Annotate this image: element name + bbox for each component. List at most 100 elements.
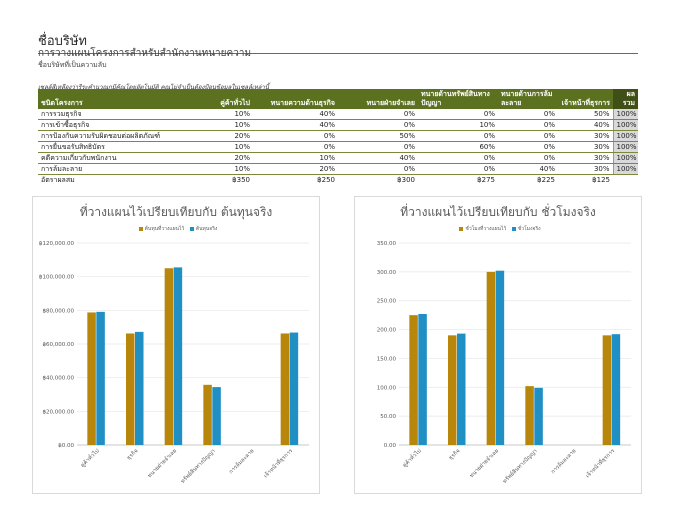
allocation-cell[interactable]: 0% <box>338 163 418 175</box>
allocation-cell[interactable]: 10% <box>178 163 253 175</box>
allocation-cell[interactable]: 10% <box>178 141 253 153</box>
bar-actual[interactable] <box>611 334 621 445</box>
legend-swatch-actual <box>511 226 516 231</box>
allocation-cell[interactable]: 0% <box>418 130 498 142</box>
allocation-cell[interactable]: 0% <box>418 163 498 175</box>
rate-cell[interactable]: ฿350 <box>232 176 250 184</box>
bar-planned[interactable] <box>409 315 418 445</box>
allocation-cell[interactable]: 0% <box>338 119 418 131</box>
project-type-cell[interactable]: คดีความเกี่ยวกับพนักงาน <box>38 152 178 164</box>
allocation-cell[interactable]: 10% <box>178 109 253 120</box>
table-row: การป้องกันความรับผิดชอบต่อผลิตภัณฑ์ 20% 0%… <box>38 130 638 142</box>
allocation-cell[interactable]: 0% <box>418 109 498 120</box>
x-tick-label: ทรัพย์สินทางปัญญา <box>501 447 538 484</box>
bar-planned[interactable] <box>602 335 612 445</box>
column-header[interactable]: ผลรวม <box>613 89 638 109</box>
bar-planned[interactable] <box>87 312 96 445</box>
table-row: การยื่นขอรับสิทธิบัตร 10% 0% 0% 60% 0% 30% 100% <box>38 141 638 153</box>
column-header[interactable]: คู่ค้าทั่วไป <box>178 89 253 109</box>
allocation-cell[interactable]: 0% <box>498 119 558 131</box>
allocation-cell[interactable]: 40% <box>253 109 338 120</box>
allocation-cell[interactable]: 20% <box>253 163 338 175</box>
allocation-cell[interactable]: 40% <box>253 119 338 131</box>
column-header[interactable]: ทนายด้านทรัพย์สินทางปัญญา <box>418 89 498 109</box>
project-type-cell[interactable]: การรวมธุรกิจ <box>38 109 178 120</box>
bar-actual[interactable] <box>289 332 299 445</box>
allocation-cell[interactable]: 20% <box>178 152 253 164</box>
y-tick-label: 250.00 <box>377 299 397 305</box>
allocation-cell[interactable]: 30% <box>558 163 613 175</box>
bar-planned[interactable] <box>203 384 212 445</box>
column-header[interactable]: เจ้าหน้าที่ธุรการ <box>558 89 613 109</box>
allocation-cell[interactable]: 0% <box>418 152 498 164</box>
bar-planned[interactable] <box>280 333 290 445</box>
y-tick-label: ฿20,000.00 <box>43 408 75 415</box>
project-type-cell[interactable]: การป้องกันความรับผิดชอบต่อผลิตภัณฑ์ <box>38 130 178 142</box>
allocation-cell[interactable]: 0% <box>498 141 558 153</box>
allocation-cell[interactable]: 10% <box>178 119 253 131</box>
allocation-cell[interactable]: 0% <box>498 130 558 142</box>
project-type-cell[interactable]: การยื่นขอรับสิทธิบัตร <box>38 141 178 153</box>
allocation-cell[interactable]: 30% <box>558 152 613 164</box>
allocation-cell[interactable]: 0% <box>338 141 418 153</box>
bar-planned[interactable] <box>486 271 496 445</box>
bar-actual[interactable] <box>534 387 543 445</box>
bar-actual[interactable] <box>173 267 183 445</box>
column-header[interactable]: ทนายฝ่ายจำเลย <box>338 89 418 109</box>
bar-actual[interactable] <box>418 313 427 445</box>
allocation-cell[interactable]: 50% <box>558 109 613 120</box>
allocation-cell[interactable]: 0% <box>498 152 558 164</box>
table-header-row: ชนิดโครงการ คู่ค้าทั่วไป ทนายความด้านธุร… <box>38 89 638 109</box>
rate-cell[interactable]: ฿125 <box>592 176 610 184</box>
rate-cell[interactable]: ฿275 <box>477 176 495 184</box>
bar-planned[interactable] <box>525 386 534 445</box>
legend-label: ชั่วโมงที่วางแผนไว้ <box>465 226 507 232</box>
y-tick-label: 100.00 <box>377 385 397 391</box>
y-tick-label: ฿40,000.00 <box>43 375 75 382</box>
cost-chart[interactable]: ที่วางแผนไว้เปรียบเทียบกับ ต้นทุนจริง ต้… <box>32 196 320 494</box>
column-header[interactable]: ทนายด้านการล้มละลาย <box>498 89 558 109</box>
x-tick-label: การล้มละลาย <box>228 447 256 475</box>
legend-swatch-planned <box>138 226 143 231</box>
allocation-cell[interactable]: 0% <box>253 130 338 142</box>
rate-cell[interactable]: ฿225 <box>537 176 555 184</box>
x-tick-label: คู่ค้าทั่วไป <box>79 446 102 469</box>
allocation-cell[interactable]: 30% <box>558 130 613 142</box>
allocation-cell[interactable]: 40% <box>558 119 613 131</box>
allocation-cell[interactable]: 10% <box>418 119 498 131</box>
chart-legend: ชั่วโมงที่วางแผนไว้ ชั่วโมงจริง <box>355 225 641 233</box>
bar-actual[interactable] <box>495 270 505 445</box>
column-header[interactable]: ทนายความด้านธุรกิจ <box>253 89 338 109</box>
allocation-cell[interactable]: 40% <box>498 163 558 175</box>
y-tick-label: ฿60,000.00 <box>43 341 75 348</box>
cost-chart-plot: ฿0.00 ฿20,000.00 ฿40,000.00 ฿60,000.00 ฿80,0… <box>39 240 309 485</box>
hours-chart[interactable]: ที่วางแผนไว้เปรียบเทียบกับ ชั่วโมงจริง ช… <box>354 196 642 494</box>
legend-label: ต้นทุนจริง <box>195 226 218 232</box>
bar-planned[interactable] <box>448 335 457 445</box>
legend-swatch-actual <box>189 226 194 231</box>
project-type-cell[interactable]: การเข้าซื้อธุรกิจ <box>38 119 178 131</box>
allocation-cell[interactable]: 40% <box>338 152 418 164</box>
allocation-cell[interactable]: 0% <box>253 141 338 153</box>
allocation-cell[interactable]: 10% <box>253 152 338 164</box>
bar-planned[interactable] <box>126 333 135 445</box>
rate-cell[interactable]: ฿250 <box>317 176 335 184</box>
bar-actual[interactable] <box>212 387 221 445</box>
bar-planned[interactable] <box>164 268 174 445</box>
allocation-cell[interactable]: 60% <box>418 141 498 153</box>
column-header[interactable]: ชนิดโครงการ <box>38 89 178 109</box>
allocation-cell[interactable]: 50% <box>338 130 418 142</box>
project-type-cell[interactable]: การล้มละลาย <box>38 163 178 175</box>
rate-cell[interactable]: ฿300 <box>397 176 415 184</box>
allocation-cell[interactable]: 0% <box>498 109 558 120</box>
y-tick-label: 350.00 <box>377 241 397 247</box>
bar-actual[interactable] <box>457 333 466 445</box>
x-tick-label: คู่ค้าทั่วไป <box>401 446 424 469</box>
allocation-cell[interactable]: 0% <box>338 109 418 120</box>
allocation-cell[interactable]: 20% <box>178 130 253 142</box>
bar-actual[interactable] <box>135 331 144 445</box>
allocation-cell[interactable]: 30% <box>558 141 613 153</box>
bar-actual[interactable] <box>96 311 105 445</box>
y-tick-label: ฿100,000.00 <box>39 274 74 281</box>
row-total-cell: 100% <box>612 109 638 120</box>
